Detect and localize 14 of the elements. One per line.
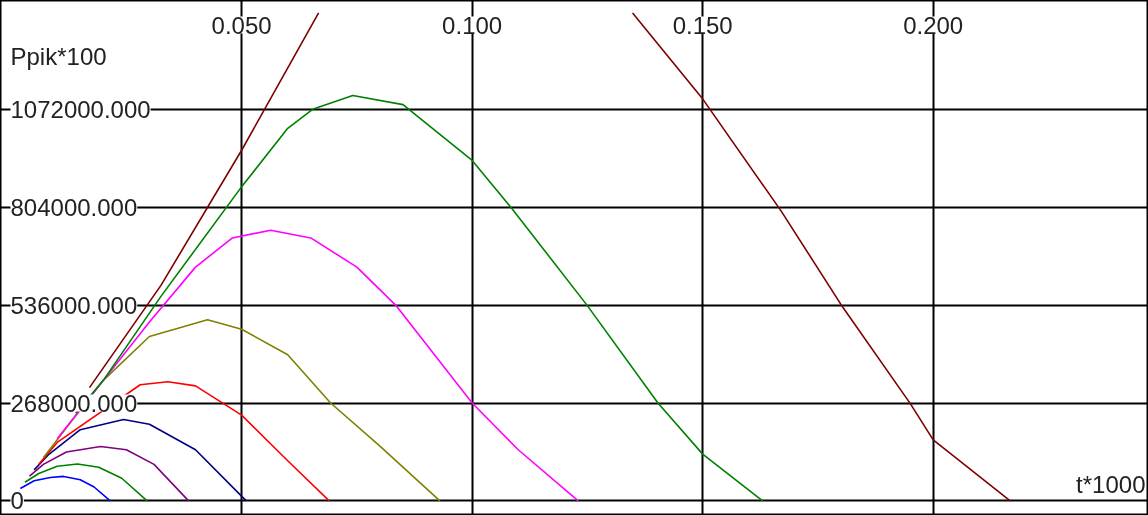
y-tick-label: 1072000.000: [10, 95, 151, 123]
x-tick-label: 0.150: [672, 11, 733, 39]
y-tick-label: 804000.000: [10, 193, 138, 221]
line-series: [24, 463, 148, 502]
x-tick-label: 0.050: [211, 11, 272, 39]
x-tick-label: 0.100: [442, 11, 503, 39]
y-tick-label: 268000.000: [10, 389, 138, 417]
line-series: [33, 418, 248, 502]
x-tick-label: 0.200: [903, 11, 964, 39]
y-tick-label: 536000.000: [10, 291, 138, 319]
y-tick-label: 0: [10, 487, 24, 515]
y-axis-title: Ppik*100: [10, 42, 107, 70]
x-axis-title: t*1000: [1076, 470, 1146, 498]
line-series: [28, 445, 190, 502]
